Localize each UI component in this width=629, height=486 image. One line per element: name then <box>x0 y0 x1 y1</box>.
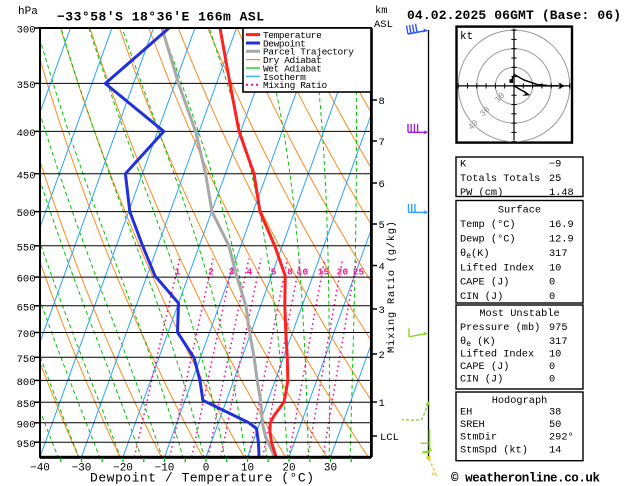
svg-text:StmDir: StmDir <box>460 432 497 444</box>
svg-text:CIN (J): CIN (J) <box>460 291 503 303</box>
svg-text:−20: −20 <box>113 463 133 475</box>
svg-text:1: 1 <box>175 267 181 278</box>
svg-text:EH: EH <box>460 407 472 419</box>
svg-text:8: 8 <box>287 267 293 278</box>
svg-text:650: 650 <box>17 302 36 314</box>
svg-text:θe(K): θe(K) <box>460 248 490 261</box>
svg-text:50: 50 <box>549 419 561 431</box>
svg-text:CAPE (J): CAPE (J) <box>460 361 509 373</box>
svg-text:10: 10 <box>297 267 309 278</box>
svg-text:750: 750 <box>17 354 36 366</box>
svg-text:25: 25 <box>353 267 365 278</box>
svg-text:0: 0 <box>549 291 555 303</box>
svg-text:5: 5 <box>379 220 385 232</box>
svg-text:−10: −10 <box>155 463 175 475</box>
svg-text:20: 20 <box>282 463 295 475</box>
svg-text:−30: −30 <box>72 463 92 475</box>
svg-text:900: 900 <box>17 419 36 431</box>
svg-text:Wet Adiabat: Wet Adiabat <box>263 63 322 74</box>
svg-text:Mixing Ratio (g/kg): Mixing Ratio (g/kg) <box>386 221 398 353</box>
svg-text:3: 3 <box>379 305 385 317</box>
svg-text:Most Unstable: Most Unstable <box>479 308 559 320</box>
svg-text:Parcel Trajectory: Parcel Trajectory <box>263 47 354 58</box>
svg-text:Dewpoint: Dewpoint <box>263 38 306 49</box>
svg-text:600: 600 <box>17 274 36 286</box>
svg-text:−9: −9 <box>549 159 561 171</box>
svg-text:Pressure (mb): Pressure (mb) <box>460 322 540 334</box>
svg-text:350: 350 <box>17 80 36 92</box>
svg-text:PW (cm): PW (cm) <box>460 187 503 199</box>
svg-text:300: 300 <box>17 25 36 37</box>
svg-text:2: 2 <box>379 350 385 362</box>
svg-text:Dry Adiabat: Dry Adiabat <box>263 55 322 66</box>
svg-text:0: 0 <box>203 463 210 475</box>
svg-text:Lifted Index: Lifted Index <box>460 263 534 275</box>
svg-text:Isotherm: Isotherm <box>263 72 306 83</box>
svg-text:θe (K): θe (K) <box>460 336 496 349</box>
svg-text:SREH: SREH <box>460 419 485 431</box>
svg-text:10: 10 <box>549 263 561 275</box>
svg-text:−33°58'S 18°36'E 166m ASL: −33°58'S 18°36'E 166m ASL <box>57 10 264 25</box>
svg-text:1: 1 <box>379 398 385 410</box>
svg-text:700: 700 <box>17 329 36 341</box>
svg-text:500: 500 <box>17 208 36 220</box>
svg-text:Temperature: Temperature <box>263 30 322 41</box>
svg-text:1.48: 1.48 <box>549 187 574 199</box>
svg-text:0: 0 <box>549 361 555 373</box>
svg-text:25: 25 <box>549 173 561 185</box>
svg-text:400: 400 <box>17 128 36 140</box>
svg-text:0: 0 <box>549 277 555 289</box>
svg-text:20: 20 <box>337 267 349 278</box>
svg-text:K: K <box>460 159 467 171</box>
svg-text:5: 5 <box>271 267 277 278</box>
svg-text:Mixing Ratio: Mixing Ratio <box>263 80 327 91</box>
svg-text:hPa: hPa <box>18 6 38 18</box>
svg-text:850: 850 <box>17 399 36 411</box>
svg-text:3: 3 <box>229 267 235 278</box>
svg-text:15: 15 <box>318 267 330 278</box>
svg-text:550: 550 <box>17 242 36 254</box>
svg-text:317: 317 <box>549 248 568 260</box>
svg-text:950: 950 <box>17 439 36 451</box>
svg-text:04.02.2025 06GMT (Base: 06): 04.02.2025 06GMT (Base: 06) <box>407 8 621 23</box>
svg-text:Surface: Surface <box>498 205 541 217</box>
svg-text:2: 2 <box>208 267 214 278</box>
svg-text:−40: −40 <box>30 463 50 475</box>
svg-text:© weatheronline.co.uk: © weatheronline.co.uk <box>451 472 600 486</box>
svg-text:38: 38 <box>549 407 561 419</box>
svg-text:Hodograph: Hodograph <box>492 395 548 407</box>
svg-text:ASL: ASL <box>374 19 393 31</box>
svg-text:6: 6 <box>379 179 385 191</box>
svg-text:12.9: 12.9 <box>549 234 574 246</box>
svg-text:Lifted Index: Lifted Index <box>460 349 534 361</box>
svg-text:317: 317 <box>549 336 568 348</box>
svg-text:4: 4 <box>379 262 385 274</box>
svg-text:10: 10 <box>241 463 254 475</box>
svg-text:Temp (°C): Temp (°C) <box>460 219 516 231</box>
svg-text:975: 975 <box>549 322 568 334</box>
svg-text:14: 14 <box>549 445 561 457</box>
svg-text:CAPE (J): CAPE (J) <box>460 277 509 289</box>
svg-text:292°: 292° <box>549 432 574 444</box>
svg-text:7: 7 <box>379 137 385 149</box>
svg-text:16.9: 16.9 <box>549 219 574 231</box>
svg-text:30: 30 <box>324 463 337 475</box>
svg-text:CIN (J): CIN (J) <box>460 374 503 386</box>
svg-text:Dewpoint / Temperature (°C): Dewpoint / Temperature (°C) <box>90 471 314 486</box>
svg-text:kt: kt <box>460 31 473 43</box>
svg-text:10: 10 <box>549 349 561 361</box>
svg-text:4: 4 <box>247 267 253 278</box>
svg-text:0: 0 <box>549 374 555 386</box>
svg-text:Totals Totals: Totals Totals <box>460 173 540 185</box>
svg-text:StmSpd (kt): StmSpd (kt) <box>460 445 528 457</box>
svg-text:8: 8 <box>379 96 385 108</box>
svg-text:km: km <box>375 5 388 17</box>
svg-text:LCL: LCL <box>380 432 399 444</box>
svg-text:450: 450 <box>17 170 36 182</box>
svg-text:800: 800 <box>17 377 36 389</box>
svg-text:Dewp (°C): Dewp (°C) <box>460 234 516 246</box>
